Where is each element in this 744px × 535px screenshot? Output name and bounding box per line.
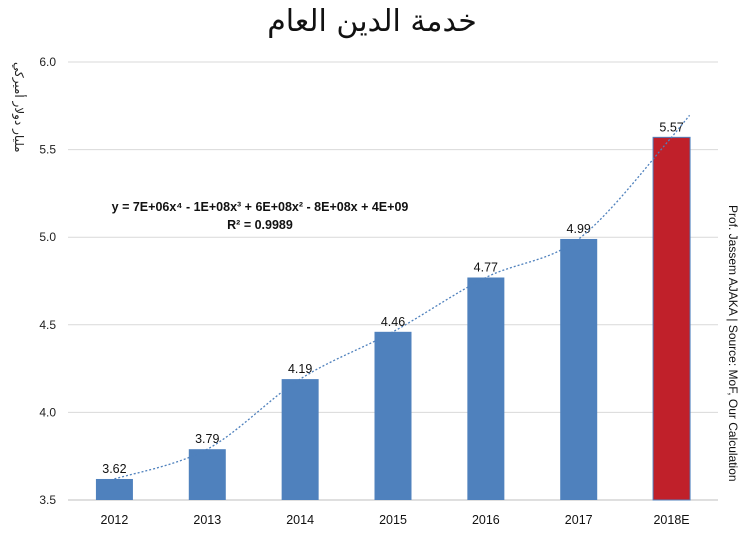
data-label: 4.77: [474, 260, 498, 274]
y-tick-label: 4.5: [39, 318, 56, 332]
bar: [188, 449, 226, 500]
x-tick-label: 2018E: [653, 513, 689, 527]
trendline-equation: y = 7E+06x⁴ - 1E+08x³ + 6E+08x² - 8E+08x…: [111, 200, 409, 214]
y-axis-label: مليار دولار أميركي: [12, 62, 26, 153]
x-tick-label: 2015: [379, 513, 407, 527]
x-tick-label: 2014: [286, 513, 314, 527]
chart-title: خدمة الدين العام: [267, 4, 477, 39]
x-tick-label: 2012: [101, 513, 129, 527]
data-label: 4.46: [381, 315, 405, 329]
bar: [467, 277, 505, 500]
y-tick-label: 5.5: [39, 143, 56, 157]
trendline-r-squared: R² = 0.9989: [227, 218, 293, 232]
y-tick-label: 4.0: [39, 405, 56, 419]
bar: [95, 478, 133, 500]
y-tick-label: 3.5: [39, 493, 56, 507]
bar: [560, 238, 598, 500]
bar: [652, 136, 691, 501]
data-label: 5.57: [659, 120, 683, 134]
bar: [281, 379, 319, 500]
y-tick-label: 6.0: [39, 55, 56, 69]
data-label: 3.79: [195, 432, 219, 446]
source-note: Prof. Jassem AJAKA | Source: MoF, Our Ca…: [726, 205, 740, 482]
bar: [374, 331, 412, 500]
data-label: 4.99: [567, 222, 591, 236]
data-label: 4.19: [288, 362, 312, 376]
y-tick-label: 5.0: [39, 230, 56, 244]
trendline-equation-box: y = 7E+06x⁴ - 1E+08x³ + 6E+08x² - 8E+08x…: [90, 198, 430, 234]
x-tick-label: 2013: [193, 513, 221, 527]
x-tick-label: 2016: [472, 513, 500, 527]
x-tick-label: 2017: [565, 513, 593, 527]
data-label: 3.62: [102, 462, 126, 476]
